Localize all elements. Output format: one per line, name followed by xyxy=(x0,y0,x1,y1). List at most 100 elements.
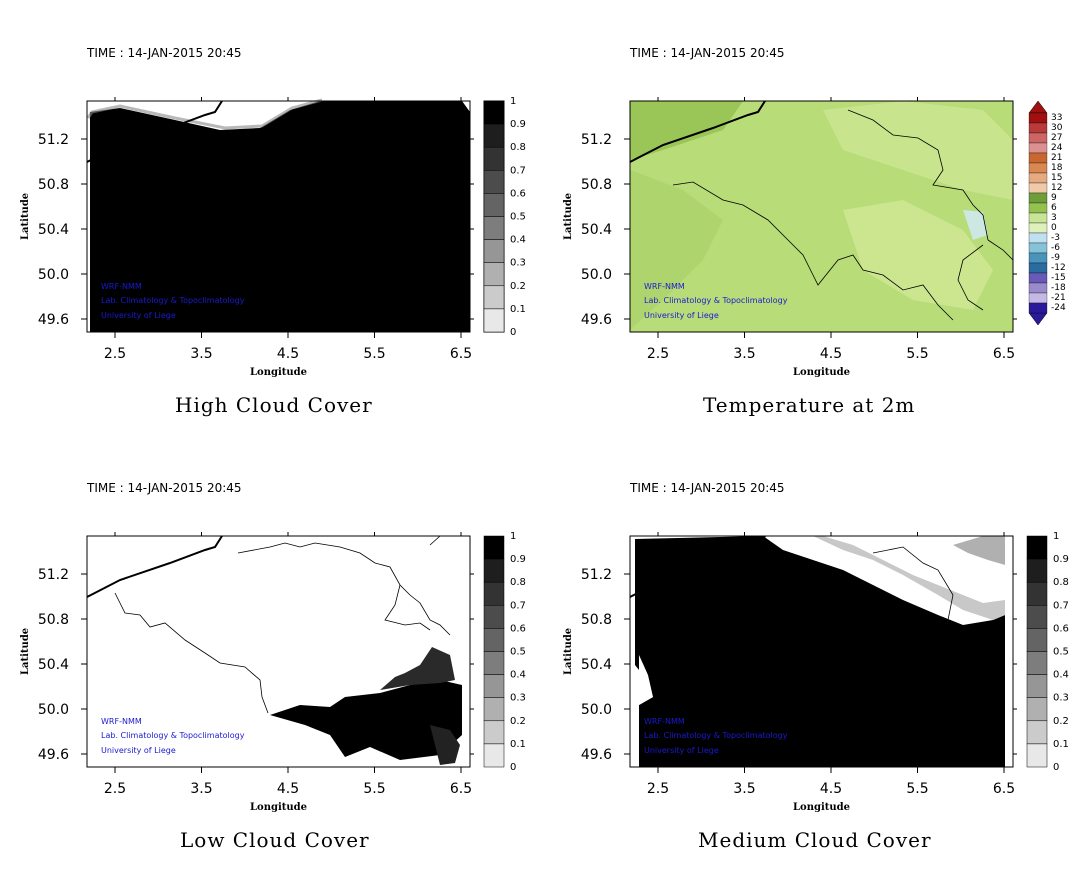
colorbar-label: 21 xyxy=(1051,153,1062,163)
colorbar-swatch xyxy=(483,535,505,560)
colorbar-label: 0.1 xyxy=(510,739,526,750)
colorbar-label: -3 xyxy=(1051,233,1060,243)
colorbar-label: 0.3 xyxy=(1053,693,1069,704)
time-label: TIME : 14-JAN-2015 20:45 xyxy=(630,481,785,495)
colorbar-swatch xyxy=(1028,192,1048,204)
colorbar-swatch xyxy=(483,674,505,698)
colorbar-label: 0.2 xyxy=(1053,716,1069,727)
colorbar-swatch xyxy=(1026,720,1048,745)
colorbar-label: 0.4 xyxy=(1053,670,1069,681)
x-tick-label: 2.5 xyxy=(647,346,669,362)
x-tick-label: 5.5 xyxy=(906,346,928,362)
colorbar-label: 0 xyxy=(1051,223,1057,233)
y-tick-label: 50.8 xyxy=(38,177,69,193)
high-cloud-map: 2.5 3.5 4.5 5.5 6.5 51.2 50.8 50.4 50.0 49.6 1 0.9 0… xyxy=(38,96,526,362)
coastline xyxy=(86,100,223,163)
colorbar-swatch xyxy=(483,581,505,606)
y-tick-label: 49.6 xyxy=(581,312,612,328)
y-tick-label: 50.0 xyxy=(581,702,612,718)
colorbar-label: -6 xyxy=(1051,243,1060,253)
colorbar-label: 0.4 xyxy=(510,670,526,681)
y-tick-label: 50.4 xyxy=(38,222,69,238)
colorbar-swatch xyxy=(1028,212,1048,224)
time-label: TIME : 14-JAN-2015 20:45 xyxy=(630,46,785,60)
colorbar-swatch xyxy=(483,193,505,217)
time-label: TIME : 14-JAN-2015 20:45 xyxy=(87,46,242,60)
colorbar-swatch xyxy=(1026,674,1048,698)
colorbar-label: 30 xyxy=(1051,123,1063,133)
colorbar-swatch xyxy=(483,743,505,768)
colorbar-swatch xyxy=(483,100,505,125)
x-tick-label: 4.5 xyxy=(277,781,299,797)
x-tick-label: 2.5 xyxy=(647,781,669,797)
colorbar-swatch xyxy=(1026,581,1048,606)
colorbar-label: 33 xyxy=(1051,113,1062,123)
x-tick-label: 5.5 xyxy=(363,781,385,797)
border-netherlands xyxy=(847,109,989,241)
colorbar-label: 0.8 xyxy=(510,142,526,153)
colorbar-label: 0.3 xyxy=(510,693,526,704)
colorbar-swatch xyxy=(1028,112,1048,124)
credit-lab: Lab. Climatology & Topoclimatology xyxy=(644,296,788,305)
colorbar-label: 6 xyxy=(1051,203,1057,213)
colorbar-label: 0.5 xyxy=(1053,647,1069,658)
colorbar-bottom-arrow xyxy=(1028,312,1048,326)
x-tick-label: 5.5 xyxy=(363,346,385,362)
cloud-field-medium xyxy=(635,536,1005,767)
colorbar-swatch xyxy=(1028,222,1048,234)
x-tick-label: 6.5 xyxy=(450,781,472,797)
y-tick-label: 50.8 xyxy=(581,612,612,628)
panel-high-cloud-cover: TIME : 14-JAN-2015 20:45 2.5 3.5 4.5 5.5 6.5… xyxy=(0,0,543,434)
y-tick-label: 50.4 xyxy=(581,657,612,673)
credit-lab: Lab. Climatology & Topoclimatology xyxy=(101,296,245,305)
x-tick-label: 6.5 xyxy=(993,346,1015,362)
colorbar-label: 1 xyxy=(510,531,516,542)
credit-lab: Lab. Climatology & Topoclimatology xyxy=(644,731,788,740)
y-axis-label: Latitude xyxy=(563,192,574,240)
colorbar-swatch xyxy=(1028,122,1048,134)
colorbar-label: 0 xyxy=(510,327,516,338)
credit-university: University of Liege xyxy=(644,746,719,755)
colorbar-swatch xyxy=(483,262,505,287)
x-axis-label: Longitude xyxy=(793,802,851,813)
credit-lab: Lab. Climatology & Topoclimatology xyxy=(101,731,245,740)
colorbar-swatch xyxy=(1026,697,1048,722)
credit-model: WRF-NMM xyxy=(101,717,142,726)
x-tick-label: 6.5 xyxy=(993,781,1015,797)
colorbar-swatch xyxy=(483,697,505,722)
y-tick-label: 51.2 xyxy=(581,132,612,148)
colorbar-swatch xyxy=(1028,202,1048,214)
colorbar-swatch xyxy=(483,308,505,333)
colorbar-label: 1 xyxy=(1053,531,1059,542)
colorbar-label: 0.4 xyxy=(510,235,526,246)
colorbar-label: -18 xyxy=(1051,283,1066,293)
colorbar-top-arrow xyxy=(1028,100,1048,114)
y-tick-label: 50.0 xyxy=(581,267,612,283)
colorbar-swatch xyxy=(483,239,505,263)
colorbar-label: -15 xyxy=(1051,273,1066,283)
colorbar-label: -12 xyxy=(1051,263,1066,273)
colorbar-swatch xyxy=(483,170,505,194)
colorbar-label: 15 xyxy=(1051,173,1062,183)
colorbar-swatch xyxy=(1026,743,1048,768)
y-tick-label: 50.8 xyxy=(581,177,612,193)
colorbar-label: 0.6 xyxy=(510,623,526,634)
colorbar-label: 0.2 xyxy=(510,716,526,727)
colorbar-swatch xyxy=(1028,132,1048,144)
colorbar-swatch xyxy=(483,558,505,583)
colorbar-label: 0 xyxy=(1053,762,1059,773)
colorbar-swatch xyxy=(483,123,505,148)
y-tick-label: 50.0 xyxy=(38,702,69,718)
colorbar-swatch xyxy=(483,720,505,745)
colorbar-label: 0.7 xyxy=(510,165,526,176)
colorbar-swatch xyxy=(1028,162,1048,174)
colorbar-swatch xyxy=(483,628,505,652)
colorbar-label: 0.9 xyxy=(510,554,526,565)
y-axis-label: Latitude xyxy=(563,627,574,675)
medium-cloud-map: 2.5 3.5 4.5 5.5 6.5 51.2 50.8 50.4 50.0 49.6 1 0.9 0… xyxy=(581,531,1069,797)
colorbar-swatch xyxy=(483,605,505,629)
credit-model: WRF-NMM xyxy=(644,717,685,726)
panel-medium-cloud-cover: TIME : 14-JAN-2015 20:45 2.5 3.5 4.5 5.5 6.5… xyxy=(543,435,1086,869)
colorbar-swatch xyxy=(483,651,505,675)
colorbar-swatch xyxy=(1028,292,1048,304)
